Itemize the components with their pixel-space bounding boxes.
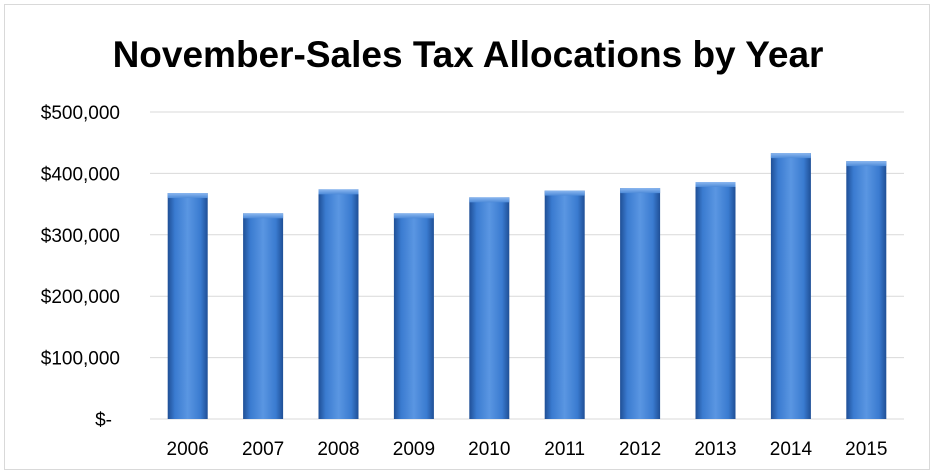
bar-2011 <box>544 190 585 419</box>
bar-2013 <box>695 181 736 419</box>
bar-cap <box>167 193 208 199</box>
bar <box>318 189 359 419</box>
bar-2015 <box>846 161 887 419</box>
x-tick-label: 2014 <box>770 439 813 460</box>
bar-cap <box>318 189 359 195</box>
bar-cap <box>469 197 510 203</box>
y-tick-label: $- <box>95 410 112 431</box>
bar-cap <box>770 153 811 159</box>
x-tick-label: 2015 <box>845 439 887 460</box>
x-tick-label: 2012 <box>619 439 661 460</box>
bar <box>167 193 208 419</box>
bar-2012 <box>620 188 661 419</box>
x-tick-label: 2008 <box>317 439 359 460</box>
bar-2007 <box>243 213 284 419</box>
y-tick-label: $400,000 <box>41 164 120 185</box>
bar <box>544 190 585 419</box>
bar <box>620 188 661 419</box>
y-tick-label: $100,000 <box>41 349 120 370</box>
y-tick-label: $200,000 <box>41 287 120 308</box>
bar-cap <box>393 213 434 219</box>
bar-cap <box>620 188 661 194</box>
x-tick-label: 2013 <box>694 439 736 460</box>
x-tick-label: 2010 <box>468 439 510 460</box>
x-tick-label: 2009 <box>393 439 435 460</box>
bar-cap <box>544 190 585 196</box>
y-tick-label: $500,000 <box>41 103 120 124</box>
x-tick-label: 2011 <box>544 439 585 460</box>
bar <box>393 213 434 419</box>
x-tick-label: 2007 <box>242 439 284 460</box>
bar-2010 <box>469 197 510 419</box>
bar-cap <box>243 213 284 219</box>
y-tick-label: $300,000 <box>41 226 120 247</box>
bar-2014 <box>770 153 811 419</box>
chart-title: November-Sales Tax Allocations by Year <box>112 34 824 75</box>
bar <box>469 197 510 419</box>
bar <box>243 213 284 419</box>
bar-2009 <box>393 213 434 419</box>
bar-cap <box>846 161 887 167</box>
bar-cap <box>695 181 736 187</box>
bar-2006 <box>167 193 208 419</box>
bar <box>770 153 811 419</box>
bar-2008 <box>318 189 359 419</box>
x-tick-label: 2006 <box>167 439 209 460</box>
bar <box>846 161 887 419</box>
bar <box>695 181 736 419</box>
